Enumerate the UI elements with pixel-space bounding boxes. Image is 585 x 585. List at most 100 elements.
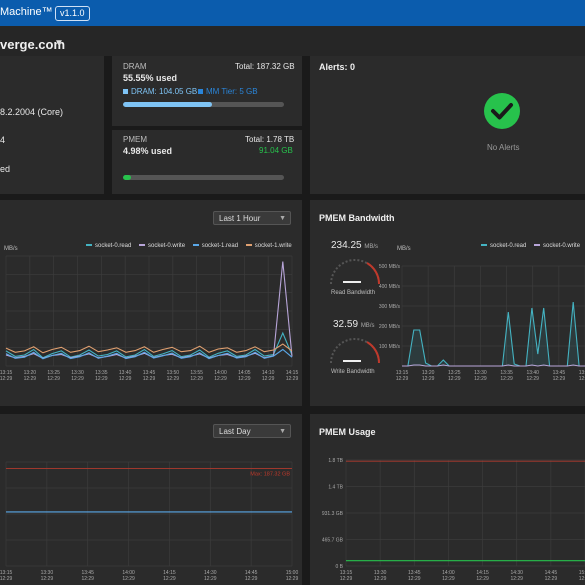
series-area (402, 302, 585, 366)
series-line (402, 364, 585, 367)
series-line (5, 331, 293, 359)
x-tick-label: 12:29 (262, 376, 275, 382)
y-tick-label: 1.4 TB (328, 485, 343, 491)
x-tick-label: 14:00 (442, 570, 455, 576)
x-tick-label: 12:29 (340, 576, 353, 582)
write-bandwidth-value: 32.59 MB/s (333, 319, 375, 330)
legend-item: socket-1.read (192, 243, 238, 249)
x-tick-label: 12:29 (526, 376, 539, 382)
x-tick-label: 12:29 (143, 376, 156, 382)
x-tick-label: 14:00 (122, 570, 135, 576)
system-info-line3: ed (0, 164, 11, 174)
y-tick-label: 465.7 GB (322, 538, 344, 544)
x-tick-label: 13:20 (422, 370, 435, 376)
x-tick-label: 12:29 (163, 576, 176, 582)
x-tick-label: 12:29 (214, 376, 227, 382)
dram-bandwidth-range-label: Last 1 Hour (219, 214, 261, 223)
x-tick-label: 12:29 (374, 576, 387, 582)
x-tick-label: 13:45 (81, 570, 94, 576)
write-bandwidth-label: Write Bandwidth (331, 369, 375, 375)
host-selector[interactable]: verge.com (0, 37, 66, 52)
x-tick-label: 12:29 (553, 376, 566, 382)
x-tick-label: 13:15 (0, 370, 12, 376)
y-tick-label: 100 MB/s (379, 344, 401, 350)
pmem-used: 4.98% used (123, 146, 173, 156)
x-tick-label: 14:30 (204, 570, 217, 576)
x-tick-label: 12:29 (204, 576, 217, 582)
system-info-panel (0, 56, 104, 194)
system-info-line2: 4 (0, 135, 6, 145)
x-tick-label: 12:29 (41, 576, 54, 582)
read-bandwidth-label: Read Bandwidth (331, 290, 376, 296)
x-tick-label: 12:29 (500, 376, 513, 382)
x-tick-label: 13:25 (448, 370, 461, 376)
pmem-bandwidth-legend: socket-0.read socket-0.write (481, 243, 585, 249)
dram-used: 55.55% used (123, 73, 178, 83)
dram-usage-range-dropdown[interactable]: Last Day ▼ (213, 424, 291, 438)
x-tick-label: 12:29 (238, 376, 251, 382)
x-tick-label: 12:29 (167, 376, 180, 382)
dram-usage-range-label: Last Day (219, 427, 251, 436)
dram-legend-swatch (123, 89, 128, 95)
no-alerts-text: No Alerts (487, 143, 520, 152)
x-tick-label: 12:29 (408, 576, 421, 582)
legend-item: socket-0.write (139, 243, 185, 249)
os-version: 8.2.2004 (Core) (0, 107, 64, 117)
x-tick-label: 13:15 (340, 570, 353, 576)
pmem-label: PMEM (123, 135, 147, 144)
series-line (402, 301, 585, 367)
pmem-usage-bar (123, 175, 284, 180)
x-tick-label: 12:29 (47, 376, 60, 382)
legend-item: socket-0.read (86, 243, 131, 249)
x-tick-label: 13:30 (474, 370, 487, 376)
x-tick-label: 13:15 (396, 370, 409, 376)
legend-item: socket-1.write (245, 243, 292, 249)
check-circle-icon (484, 93, 520, 129)
mm-legend: MM Tier: 5 GB (198, 87, 258, 96)
mm-legend-text: MM Tier: 5 GB (206, 87, 258, 96)
x-tick-label: 13:35 (95, 370, 108, 376)
pmem-total: Total: 1.78 TB (245, 135, 295, 144)
legend-item: socket-0.read (481, 243, 526, 249)
x-tick-label: 15:00 (286, 570, 299, 576)
pmem-used-amount: 91.04 GB (259, 146, 293, 155)
pmem-usage-panel (310, 414, 585, 585)
dram-bandwidth-legend: socket-0.read socket-0.write socket-1.re… (86, 243, 298, 249)
x-tick-label: 12:29 (0, 376, 12, 382)
dram-legend-text: DRAM: 104.05 GB (131, 87, 198, 96)
chevron-down-icon: ▼ (279, 428, 286, 435)
mm-legend-swatch (198, 89, 203, 95)
y-tick-label: 931.3 GB (322, 511, 344, 517)
chevron-down-icon: ▼ (279, 215, 286, 222)
dram-total: Total: 187.32 GB (235, 62, 295, 71)
x-tick-label: 12:29 (24, 376, 37, 382)
series-line (5, 343, 293, 354)
x-tick-label: 12:29 (474, 376, 487, 382)
x-tick-label: 13:55 (190, 370, 203, 376)
dram-usage-bar (123, 102, 284, 107)
dram-bandwidth-range-dropdown[interactable]: Last 1 Hour ▼ (213, 211, 291, 225)
dram-legend: DRAM: 104.05 GB (123, 87, 197, 96)
x-tick-label: 13:30 (41, 570, 54, 576)
dram-panel (112, 56, 302, 126)
pmem-bandwidth-panel (310, 200, 585, 406)
max-label: Max: 187.32 GB (250, 472, 290, 478)
x-tick-label: 12:29 (442, 576, 455, 582)
x-tick-label: 14:30 (510, 570, 523, 576)
x-tick-label: 13:45 (143, 370, 156, 376)
x-tick-label: 12:29 (579, 376, 585, 382)
x-tick-label: 12:29 (122, 576, 135, 582)
chevron-down-icon[interactable]: ▼ (54, 38, 64, 49)
x-tick-label: 13:35 (500, 370, 513, 376)
x-tick-label: 12:29 (545, 576, 558, 582)
x-tick-label: 14:15 (286, 370, 299, 376)
write-bandwidth-gauge (330, 338, 381, 364)
x-tick-label: 13:45 (553, 370, 566, 376)
dram-usage-panel (0, 414, 302, 585)
x-tick-label: 14:45 (245, 570, 258, 576)
x-tick-label: 14:45 (545, 570, 558, 576)
dram-bandwidth-unit: MB/s (4, 246, 18, 252)
x-tick-label: 12:29 (71, 376, 84, 382)
x-tick-label: 12:29 (81, 576, 94, 582)
x-tick-label: 15:00 (579, 570, 585, 576)
